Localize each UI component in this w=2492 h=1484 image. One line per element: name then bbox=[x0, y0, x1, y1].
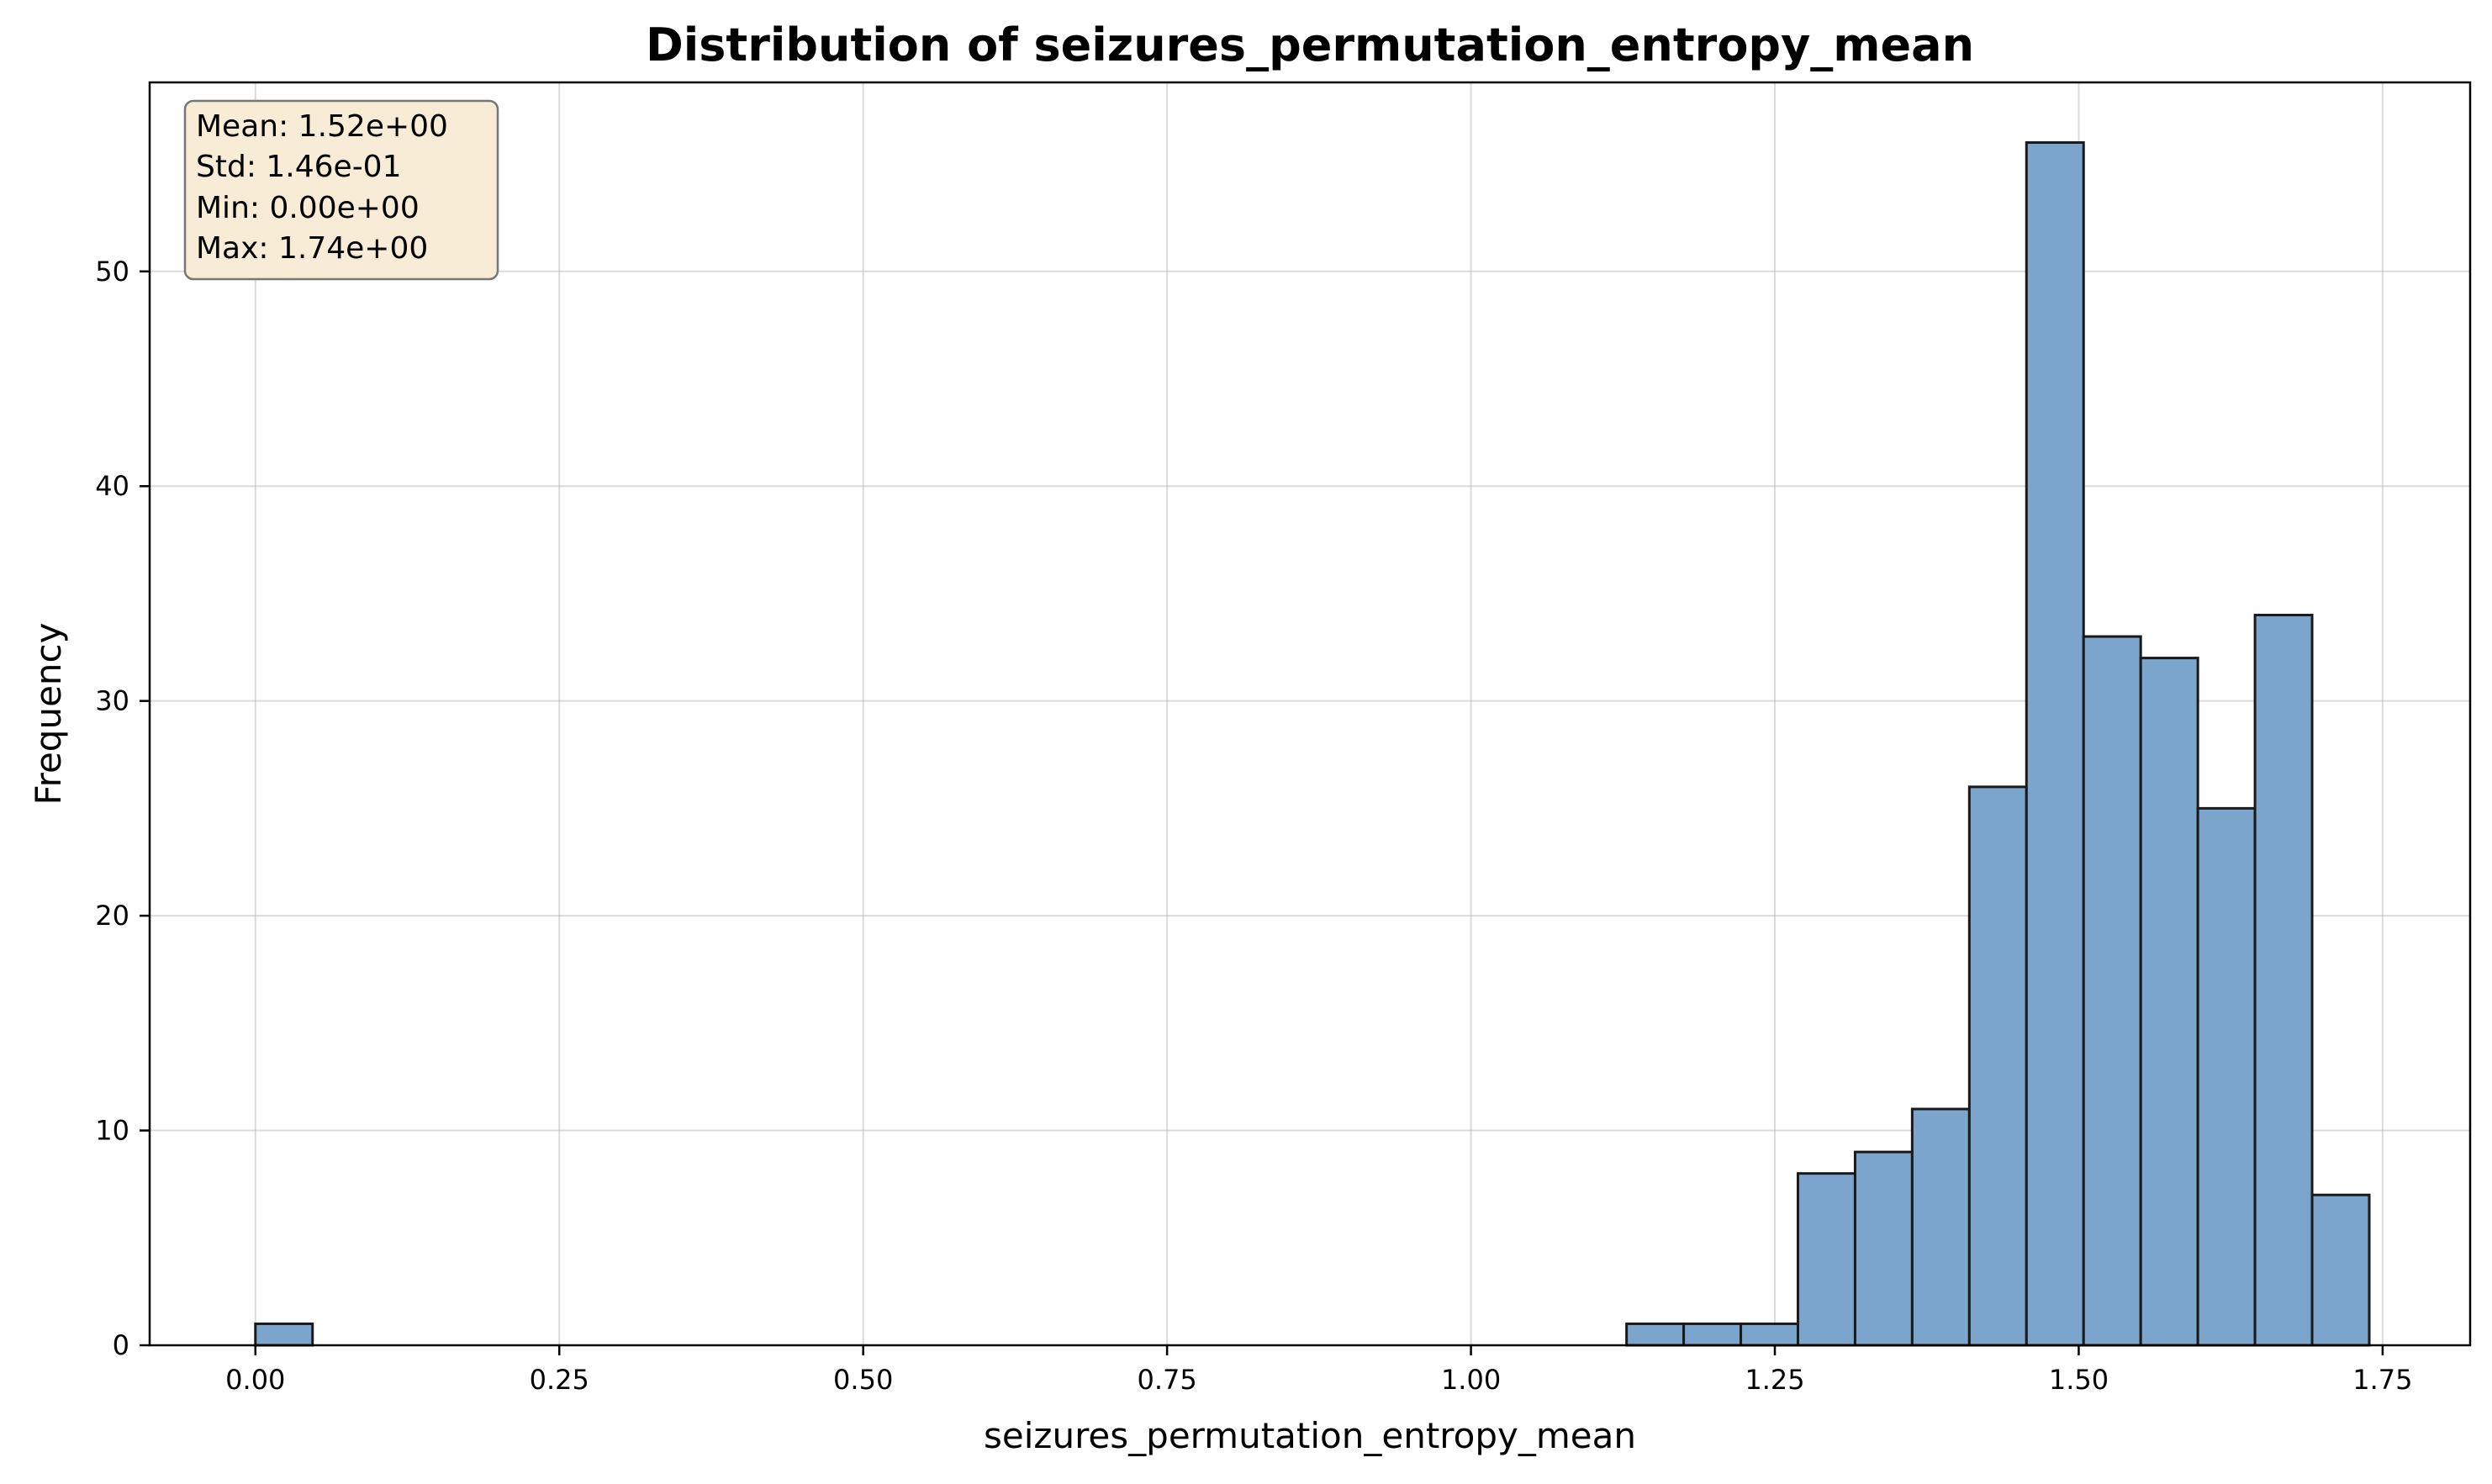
histogram-bar-26 bbox=[1740, 1322, 1799, 1347]
x-tick-label-1: 0.25 bbox=[530, 1364, 589, 1396]
y-tick-label-3: 30 bbox=[95, 685, 129, 717]
x-tick-label-4: 1.00 bbox=[1441, 1364, 1501, 1396]
x-tick-label-7: 1.75 bbox=[2352, 1364, 2412, 1396]
y-tick-label-1: 10 bbox=[95, 1115, 129, 1147]
histogram-bar-36 bbox=[2310, 1193, 2371, 1347]
x-axis-ticks: 0.00 0.25 0.50 0.75 1.00 1.25 1.50 1.75 bbox=[225, 1345, 2413, 1396]
histogram-bar-29 bbox=[1910, 1107, 1971, 1347]
histogram-bar-32 bbox=[2082, 635, 2142, 1347]
stats-std: Std: 1.46e-01 bbox=[196, 150, 402, 184]
stats-mean: Mean: 1.52e+00 bbox=[196, 109, 448, 144]
histogram-bar-0 bbox=[254, 1322, 314, 1347]
plot-frame bbox=[148, 81, 2472, 1347]
histogram-bar-27 bbox=[1796, 1172, 1856, 1347]
x-tick-label-6: 1.50 bbox=[2049, 1364, 2109, 1396]
histogram-bar-35 bbox=[2253, 613, 2314, 1347]
histogram-bar-28 bbox=[1853, 1150, 1914, 1347]
histogram-bar-30 bbox=[1967, 785, 2028, 1347]
chart-title: Distribution of seizures_permutation_ent… bbox=[646, 18, 1974, 71]
y-tick-label-0: 0 bbox=[113, 1329, 129, 1361]
y-tick-label-5: 50 bbox=[95, 256, 129, 288]
x-tick-label-0: 0.00 bbox=[225, 1364, 285, 1396]
y-tick-label-4: 40 bbox=[95, 470, 129, 502]
stats-max: Max: 1.74e+00 bbox=[196, 231, 428, 266]
stats-box: Mean: 1.52e+00 Std: 1.46e-01 Min: 0.00e+… bbox=[183, 99, 499, 281]
x-tick-label-5: 1.25 bbox=[1745, 1364, 1804, 1396]
histogram-bar-34 bbox=[2196, 806, 2257, 1347]
x-tick-label-3: 0.75 bbox=[1137, 1364, 1196, 1396]
histogram-bar-31 bbox=[2025, 141, 2085, 1347]
stats-box-background bbox=[183, 99, 499, 281]
histogram-bar-33 bbox=[2139, 657, 2199, 1347]
x-axis-label: seizures_permutation_entropy_mean bbox=[984, 1415, 1636, 1456]
stats-min: Min: 0.00e+00 bbox=[196, 191, 420, 225]
y-axis-ticks: 0 10 20 30 40 50 bbox=[95, 256, 150, 1361]
histogram-bar-25 bbox=[1682, 1322, 1743, 1347]
histogram-bar-24 bbox=[1625, 1322, 1686, 1347]
y-tick-label-2: 20 bbox=[95, 900, 129, 932]
x-tick-label-2: 0.50 bbox=[833, 1364, 893, 1396]
y-axis-label: Frequency bbox=[28, 623, 69, 805]
